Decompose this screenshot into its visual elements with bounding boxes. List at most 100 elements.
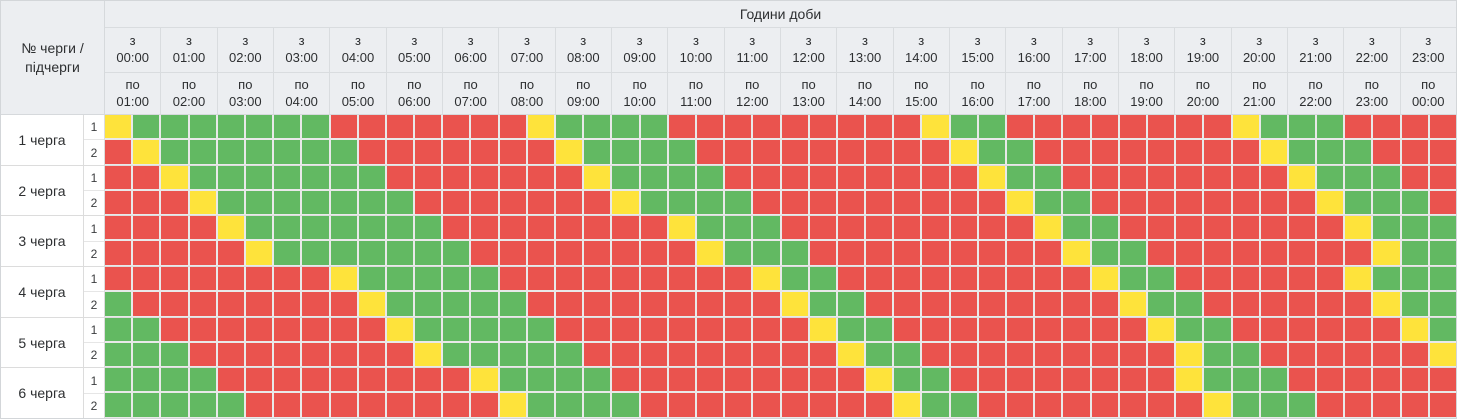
hour-header-cell: з 10:00 xyxy=(667,28,723,72)
schedule-cell-power-off xyxy=(1035,317,1064,343)
schedule-cell-power-on xyxy=(922,393,951,418)
schedule-cell-power-off xyxy=(274,393,303,418)
schedule-cell-power-off xyxy=(866,393,895,418)
schedule-cell-power-off xyxy=(781,115,810,140)
schedule-cell-power-off xyxy=(1035,241,1064,267)
schedule-cell-power-off xyxy=(1373,317,1402,343)
schedule-cell-power-off xyxy=(1260,267,1289,292)
schedule-cell-power-off xyxy=(640,317,669,343)
schedule-cell-power-off xyxy=(1007,368,1036,394)
schedule-cell-possible-outage xyxy=(753,267,782,292)
schedule-cell-possible-outage xyxy=(556,139,585,165)
schedule-cell-power-off xyxy=(1147,393,1177,418)
schedule-cell-power-off xyxy=(668,291,697,317)
schedule-cell-power-on xyxy=(556,115,585,140)
schedule-cell-power-off xyxy=(471,216,500,242)
schedule-cell-power-on xyxy=(386,291,416,317)
schedule-cell-power-off xyxy=(245,342,275,368)
schedule-cell-power-on xyxy=(1147,291,1177,317)
schedule-cell-power-off xyxy=(1260,342,1289,368)
schedule-cell-power-off xyxy=(1232,317,1261,343)
schedule-cell-power-off xyxy=(781,190,810,216)
schedule-cell-power-off xyxy=(1401,368,1430,394)
schedule-cell-power-off xyxy=(386,368,416,394)
schedule-cell-power-on xyxy=(556,342,585,368)
schedule-cell-power-off xyxy=(1232,165,1261,191)
queue-cells xyxy=(105,165,1456,216)
schedule-cell-power-off xyxy=(1035,267,1064,292)
schedule-cell-power-off xyxy=(781,216,810,242)
schedule-cell-power-off xyxy=(471,190,500,216)
schedule-cell-power-off xyxy=(725,115,754,140)
schedule-cell-power-on xyxy=(1401,267,1430,292)
schedule-cell-power-off xyxy=(640,342,669,368)
hour-header-cell: по 01:00 xyxy=(116,76,149,109)
schedule-cell-power-on xyxy=(189,139,218,165)
schedule-cell-power-off xyxy=(556,291,585,317)
schedule-cell-power-off xyxy=(358,393,387,418)
schedule-cell-possible-outage xyxy=(1176,342,1205,368)
schedule-cell-power-off xyxy=(781,368,810,394)
schedule-cell-power-on xyxy=(527,393,556,418)
schedule-cell-power-on xyxy=(1429,267,1456,292)
schedule-cell-power-on xyxy=(133,317,162,343)
schedule-cell-power-on xyxy=(556,393,585,418)
schedule-cell-power-off xyxy=(1119,393,1148,418)
schedule-cell-power-off xyxy=(809,216,838,242)
schedule-cell-power-off xyxy=(443,368,472,394)
schedule-cell-power-off xyxy=(105,267,134,292)
schedule-cell-power-on xyxy=(1401,241,1430,267)
schedule-cell-power-off xyxy=(302,368,331,394)
schedule-cell-power-off xyxy=(668,241,697,267)
schedule-cell-power-off xyxy=(330,291,359,317)
schedule-cell-possible-outage xyxy=(499,393,528,418)
schedule-cell-power-on xyxy=(1035,190,1064,216)
hour-header-cell: з 05:00 xyxy=(385,28,442,72)
schedule-cell-possible-outage xyxy=(1035,216,1064,242)
queue-label: 6 черга xyxy=(1,368,84,418)
schedule-cell-power-off xyxy=(1373,139,1402,165)
schedule-cell-power-on xyxy=(640,115,669,140)
hour-header-cell: з 06:00 xyxy=(441,28,498,72)
subqueue-label: 2 xyxy=(90,145,98,160)
schedule-cell-power-on xyxy=(1007,139,1036,165)
schedule-cell-power-off xyxy=(922,139,951,165)
schedule-cell-power-on xyxy=(696,190,726,216)
schedule-cell-power-on xyxy=(443,317,472,343)
schedule-cell-power-off xyxy=(1260,291,1289,317)
schedule-cell-power-off xyxy=(358,368,387,394)
schedule-cell-power-off xyxy=(1035,139,1064,165)
schedule-cell-power-off xyxy=(189,317,218,343)
schedule-cell-power-on xyxy=(1429,241,1456,267)
subqueue-label: 1 xyxy=(84,216,104,242)
schedule-row xyxy=(105,115,1456,140)
schedule-cell-power-off xyxy=(950,267,979,292)
schedule-cell-power-off xyxy=(133,165,162,191)
schedule-cell-possible-outage xyxy=(837,342,867,368)
schedule-cell-power-off xyxy=(330,368,359,394)
subqueue-label: 1 xyxy=(84,267,104,293)
schedule-cell-power-on xyxy=(1176,291,1205,317)
schedule-cell-power-off xyxy=(245,291,275,317)
hour-header-cell: з 15:00 xyxy=(948,28,1005,72)
schedule-row xyxy=(105,216,1456,242)
queue-label: 3 черга xyxy=(1,216,84,267)
schedule-cell-power-off xyxy=(922,165,951,191)
schedule-cell-power-off xyxy=(922,190,951,216)
schedule-cell-possible-outage xyxy=(415,342,444,368)
hours-title: Години доби xyxy=(105,1,1456,28)
schedule-cell-power-on xyxy=(245,216,275,242)
hour-header-cell: по 17:00 xyxy=(1005,73,1061,114)
schedule-cell-power-off xyxy=(386,115,416,140)
schedule-cell-power-off xyxy=(809,368,838,394)
schedule-cell-power-off xyxy=(640,368,669,394)
schedule-cell-power-off xyxy=(950,342,979,368)
queue-label: 2 черга xyxy=(1,165,84,216)
schedule-cell-power-off xyxy=(1091,139,1120,165)
hour-header-cell: по 02:00 xyxy=(160,73,216,114)
schedule-cell-power-off xyxy=(809,190,838,216)
schedule-cell-power-off xyxy=(894,115,923,140)
schedule-cell-power-on xyxy=(274,216,303,242)
schedule-cell-power-off xyxy=(386,393,416,418)
schedule-cell-power-off xyxy=(415,190,444,216)
